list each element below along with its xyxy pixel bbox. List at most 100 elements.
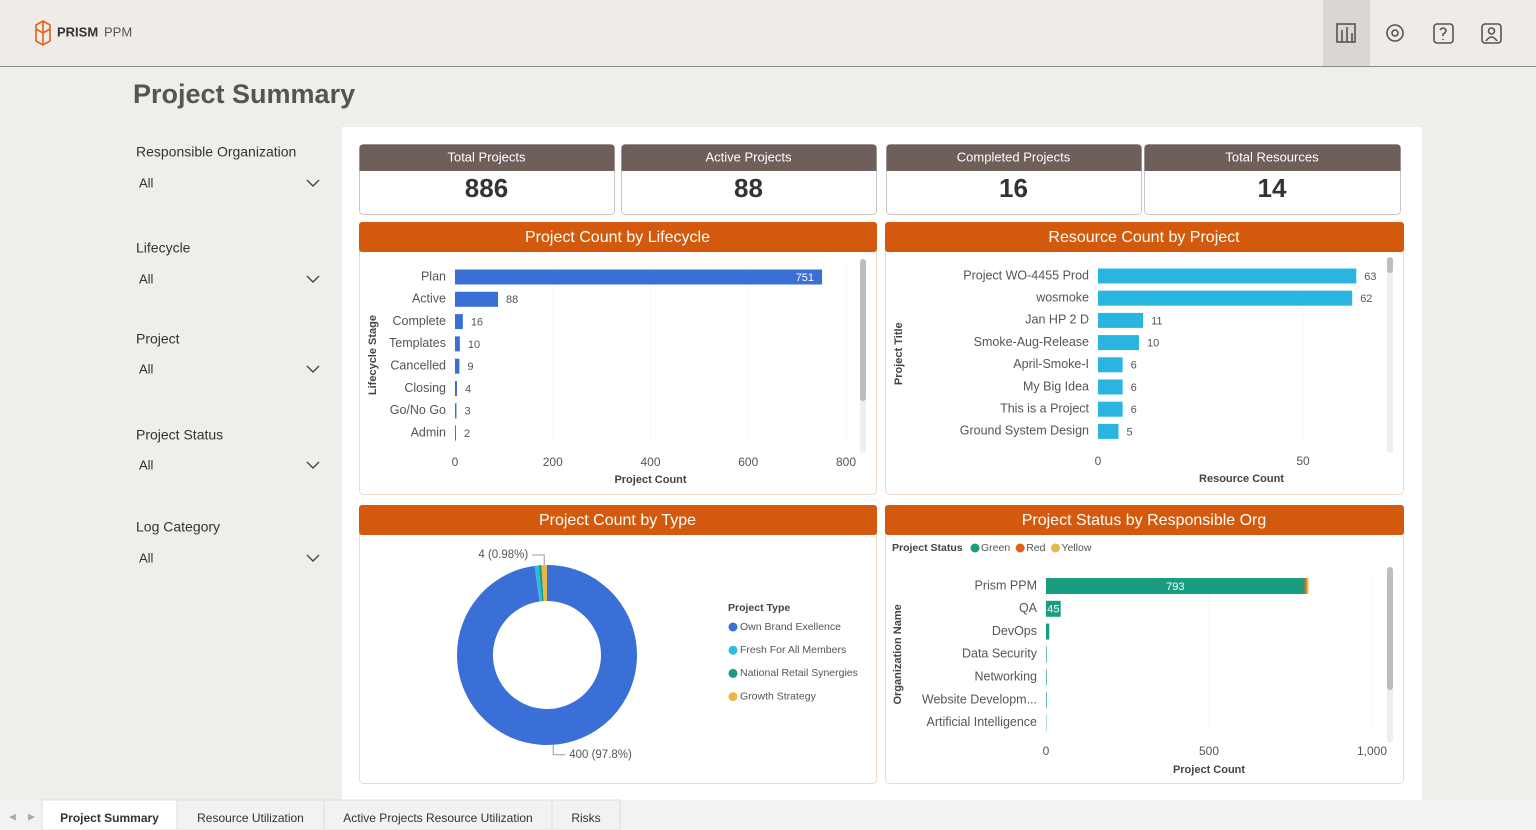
bar [1098,401,1123,417]
data-label: 4 (0.98%) [478,549,528,561]
x-tick-label: 0 [452,455,459,469]
filter-chevron[interactable] [306,179,320,187]
kpi-label: Active Projects [706,149,792,164]
legend-swatch [728,668,738,678]
chart-panel [885,222,1404,495]
chart-panel [885,505,1404,784]
x-tick-label: 0 [1043,744,1050,758]
y-tick-label: DevOps [992,624,1037,638]
y-tick-label: Project WO-4455 Prod [963,268,1089,282]
tab-label[interactable]: Project Summary [60,811,159,825]
kpi-value: 16 [999,173,1028,203]
chart-title-bar [359,505,877,535]
filter-label: Project [136,331,180,347]
pie-slice [538,565,544,602]
bar [1098,290,1353,306]
kpi-value: 14 [1258,173,1287,203]
kpi-header [359,144,615,171]
y-tick-label: Admin [411,425,446,439]
legend-swatch [970,543,980,553]
filter-value[interactable]: All [139,457,154,472]
x-tick-label: 500 [1199,744,1219,758]
y-tick-label: Networking [974,669,1037,683]
tab-label[interactable]: Active Projects Resource Utilization [343,811,532,825]
legend-label: Red [1026,542,1045,554]
chart-title-bar [885,222,1404,252]
y-tick-label: Smoke-Aug-Release [974,335,1089,349]
reports-icon[interactable] [1336,23,1356,43]
filter-value[interactable]: All [139,175,154,190]
legend-label: Yellow [1061,542,1091,554]
x-axis-title: Resource Count [1199,473,1284,485]
y-tick-label: wosmoke [1035,290,1089,304]
tab-label[interactable]: Risks [571,811,600,825]
chart-title: Project Count by Type [539,512,696,529]
pie-slice [541,565,547,602]
bar [1046,600,1061,617]
data-label: 4 [465,383,471,395]
bar [455,336,460,352]
filter-chevron[interactable] [306,461,320,469]
bar [1098,357,1123,373]
data-label: 10 [468,339,480,351]
legend-label: Own Brand Exellence [740,621,841,633]
brand: PRISM [57,24,98,39]
tab-prev[interactable]: ◀ [9,811,16,821]
chart-title: Project Count by Lifecycle [525,229,710,246]
bar [455,358,460,374]
bar [1046,669,1047,686]
y-tick-label: Templates [389,336,446,350]
help-icon[interactable] [1433,23,1454,44]
data-label: 6 [1131,360,1137,372]
y-axis-title: Lifecycle Stage [367,315,379,395]
filter-chevron[interactable] [306,554,320,562]
data-label: 793 [1166,581,1184,593]
x-tick-label: 800 [836,455,856,469]
y-tick-label: Jan HP 2 D [1025,313,1089,327]
data-label: 45 [1047,604,1059,616]
bar [1098,335,1139,351]
filter-label: Lifecycle [136,240,191,256]
kpi-header [886,144,1142,171]
x-axis-title: Project Count [614,474,686,486]
bar [1098,379,1123,395]
filter-value[interactable]: All [139,361,154,376]
y-tick-label: Cancelled [390,358,446,372]
tab[interactable] [41,799,178,830]
bar [1098,423,1119,439]
filter-label: Project Status [136,427,223,443]
y-tick-label: Active [412,292,446,306]
tab-label[interactable]: Resource Utilization [197,811,304,825]
bar [1046,578,1305,594]
data-label: 751 [796,272,814,284]
y-tick-label: Go/No Go [390,403,446,417]
data-label: 10 [1147,338,1159,350]
legend-swatch [728,645,738,655]
kpi-value: 886 [465,173,508,203]
data-label: 6 [1131,382,1137,394]
tab[interactable] [176,799,325,830]
legend-swatch [1015,543,1025,553]
pie-slice [534,565,543,602]
y-tick-label: Ground System Design [960,424,1089,438]
leader-line [552,744,566,756]
filter-chevron[interactable] [306,365,320,373]
filter-chevron[interactable] [306,275,320,283]
y-axis-title: Organization Name [892,604,904,704]
tab-next[interactable]: ▶ [28,811,35,821]
y-tick-label: Prism PPM [975,578,1038,592]
kpi-value: 88 [734,173,763,203]
filter-value[interactable]: All [139,271,154,286]
legend-label: Green [981,542,1010,554]
legend-label: Growth Strategy [740,690,817,702]
kpi-label: Total Projects [447,149,526,164]
settings-icon[interactable] [1386,24,1404,42]
user-icon[interactable] [1481,23,1502,44]
legend-swatch [728,692,738,702]
tab[interactable] [323,799,553,830]
x-tick-label: 0 [1095,454,1102,468]
legend-label: Fresh For All Members [740,644,846,656]
tab[interactable] [551,799,621,830]
filter-value[interactable]: All [139,550,154,565]
